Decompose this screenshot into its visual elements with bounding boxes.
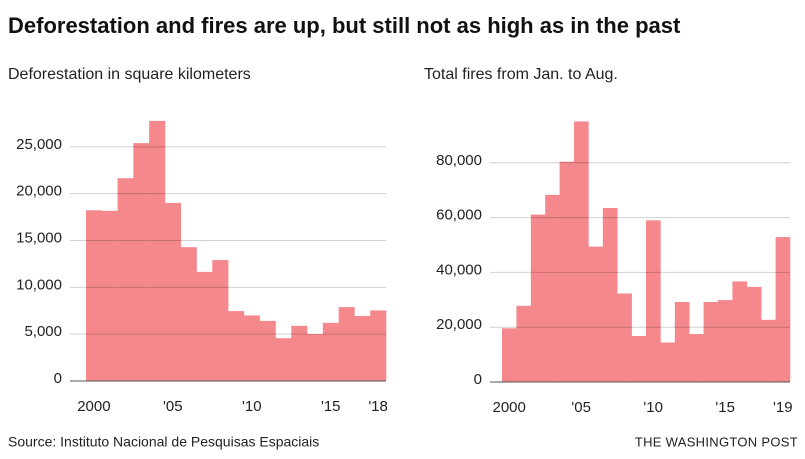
bar [322,322,339,381]
x-tick-label: '10 [643,399,663,416]
x-tick-label: 2000 [77,398,110,415]
x-tick-label: '15 [321,398,341,415]
bar [545,194,560,382]
x-tick-label: '05 [163,398,183,415]
y-tick-label: 20,000 [436,316,482,333]
bar [243,315,260,381]
y-tick-label: 0 [474,371,482,388]
bar [660,342,676,382]
bar [761,319,776,382]
bar [275,338,292,381]
x-tick-label: '10 [242,398,262,415]
bar [228,311,245,381]
chart-title: Total fires from Jan. to Aug. [424,66,618,83]
x-tick-label: 2000 [493,399,526,416]
y-tick-label: 20,000 [16,183,62,200]
bar [101,210,118,381]
bar [133,143,150,381]
x-tick-label: '15 [715,399,735,416]
bar [117,178,134,381]
bar [164,202,182,381]
bar [588,246,604,382]
bar [370,310,387,381]
y-tick-label: 10,000 [16,276,62,293]
bar [338,307,355,381]
bar [689,334,704,382]
bar [559,161,575,382]
chart-title: Deforestation in square kilometers [8,66,251,83]
bar [775,237,791,382]
y-tick-label: 0 [54,370,62,387]
y-tick-label: 15,000 [16,229,62,246]
y-tick-label: 40,000 [436,261,482,278]
bar [259,320,276,381]
bar [674,301,690,382]
bar [646,220,661,382]
credit: THE WASHINGTON POST [635,434,798,449]
bar [86,210,103,381]
bar [746,286,762,382]
y-tick-label: 25,000 [16,136,62,153]
bar [732,281,748,382]
bar [149,120,166,382]
bar [354,315,371,381]
bar [307,334,324,381]
x-tick-label: '18 [368,398,388,415]
y-tick-label: 5,000 [24,323,62,340]
bar [631,335,647,382]
page-title: Deforestation and fires are up, but stil… [8,13,681,38]
bar [180,247,197,381]
source: Source: Instituto Nacional de Pesquisas … [8,434,319,450]
bar [602,208,618,382]
bar [212,260,229,381]
y-tick-label: 60,000 [436,207,482,224]
bar [196,271,213,381]
bar [703,301,719,382]
x-tick-label: '19 [773,399,793,416]
bar [516,305,532,382]
bar [718,300,733,382]
bar [574,121,589,383]
y-tick-label: 80,000 [436,152,482,169]
bar [502,328,517,382]
x-tick-label: '05 [571,399,591,416]
bar [617,293,632,382]
bar [291,325,308,381]
bar [530,214,546,382]
